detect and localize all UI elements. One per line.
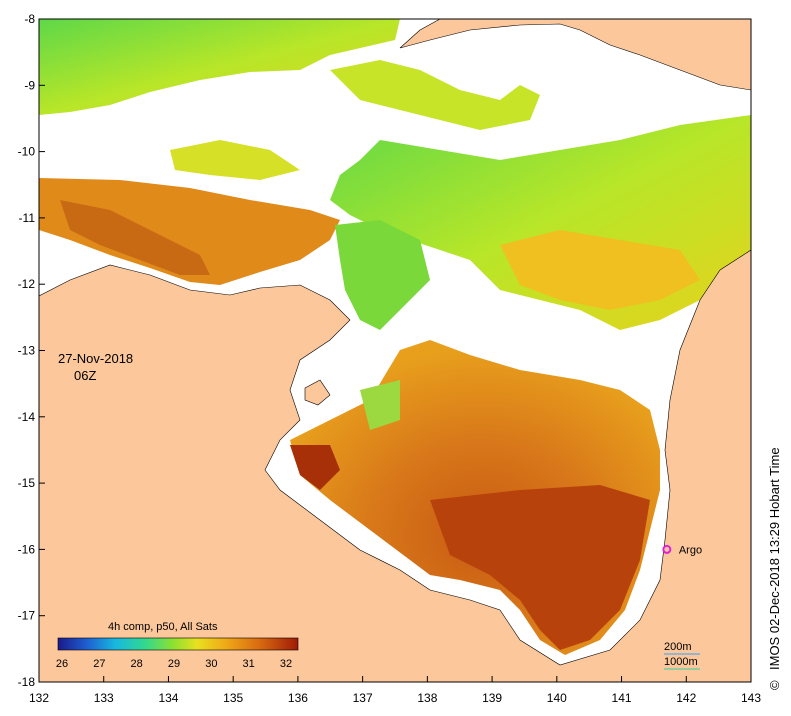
time-label: 06Z — [74, 368, 96, 383]
lon-tick-label: 140 — [547, 691, 567, 705]
colorbar-tick-label: 28 — [131, 658, 143, 670]
lon-tick-label: 141 — [612, 691, 632, 705]
lon-tick-label: 133 — [94, 691, 114, 705]
colorbar-tick-label: 27 — [93, 658, 105, 670]
lon-tick-label: 135 — [223, 691, 243, 705]
argo-label: Argo — [679, 544, 702, 556]
lon-tick-label: 143 — [741, 691, 761, 705]
lat-tick-label: -10 — [18, 145, 36, 159]
date-label: 27-Nov-2018 — [58, 351, 133, 366]
lon-tick-label: 137 — [353, 691, 373, 705]
colorbar-tick-label: 30 — [205, 658, 217, 670]
scale-label-200m: 200m — [664, 641, 692, 653]
sst-map: 132 133 134 135 136 137 138 139 140 141 142 143 -8 -… — [0, 0, 791, 716]
lat-tick-label: -12 — [18, 277, 36, 291]
lat-tick-label: -17 — [18, 609, 36, 623]
colorbar-title: 4h comp, p50, All Sats — [108, 621, 218, 633]
lon-tick-label: 138 — [417, 691, 437, 705]
colorbar — [58, 638, 298, 650]
copyright-symbol: © — [767, 680, 782, 690]
colorbar-tick-label: 29 — [168, 658, 180, 670]
lon-tick-label: 134 — [158, 691, 178, 705]
lat-tick-label: -18 — [18, 675, 36, 689]
lat-tick-label: -14 — [18, 410, 36, 424]
colorbar-tick-label: 26 — [56, 658, 68, 670]
lon-tick-label: 142 — [676, 691, 696, 705]
lat-tick-label: -8 — [24, 12, 35, 26]
lat-tick-label: -11 — [19, 211, 36, 225]
colorbar-tick-label: 32 — [280, 658, 292, 670]
scale-label-1000m: 1000m — [664, 656, 698, 668]
lon-tick-label: 136 — [288, 691, 308, 705]
lat-tick-label: -9 — [24, 78, 35, 92]
lat-tick-label: -15 — [18, 476, 36, 490]
lon-tick-label: 132 — [29, 691, 49, 705]
lat-tick-label: -13 — [18, 344, 36, 358]
colorbar-tick-label: 31 — [243, 658, 255, 670]
lat-tick-label: -16 — [18, 542, 36, 556]
credit-label: IMOS 02-Dec-2018 13:29 Hobart Time — [767, 447, 782, 670]
lon-tick-label: 139 — [482, 691, 502, 705]
